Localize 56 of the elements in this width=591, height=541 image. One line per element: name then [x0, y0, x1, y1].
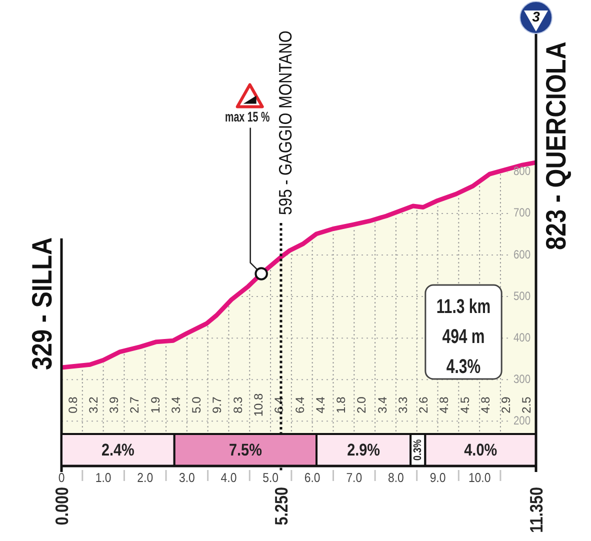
annotation: 4.4 — [313, 396, 328, 414]
annotation: 6.4 — [292, 396, 307, 414]
annotation: 3.4 — [375, 396, 390, 414]
annotation: 1.8 — [334, 396, 348, 414]
x-tick-label: 6.0 — [304, 470, 320, 486]
annotation: 3 — [532, 8, 540, 24]
y-tick-label: 400 — [514, 332, 530, 345]
annotation: 5.250 — [270, 487, 292, 526]
annotation: 3.9 — [107, 396, 122, 414]
x-tick-label: 9.0 — [430, 470, 446, 486]
annotation: 3.2 — [86, 396, 100, 414]
annotation: 2.0 — [354, 396, 369, 414]
x-tick-label: 4.0 — [220, 470, 237, 486]
y-tick-label: 500 — [514, 290, 530, 304]
annotation: 4.8 — [437, 396, 452, 414]
band-label: 2.9% — [347, 440, 380, 460]
annotation: 4.8 — [478, 396, 492, 414]
x-tick-label: 5.0 — [262, 470, 279, 486]
ref-line-label: 329 - SILLA — [26, 237, 58, 370]
y-tick-label: 300 — [514, 373, 530, 386]
annotation: 0.8 — [66, 396, 80, 414]
y-tick-label: 600 — [514, 248, 530, 262]
annotation: 4.3% — [446, 354, 481, 378]
annotation: 2.7 — [128, 396, 142, 414]
band-label: 0.3% — [412, 439, 424, 461]
x-tick-label: 7.0 — [346, 470, 362, 486]
x-tick-label: 1.0 — [95, 470, 112, 486]
x-tick-label: 2.0 — [137, 470, 154, 486]
annotation: 2.5 — [520, 396, 534, 414]
annotation: 3.3 — [396, 396, 410, 414]
annotation: 11.350 — [526, 487, 546, 533]
annotation: 0.000 — [51, 487, 72, 526]
annotation: 10.8 — [251, 393, 266, 417]
annotation: 4.5 — [458, 396, 472, 414]
annotation: max 15 % — [225, 108, 270, 125]
annotation: 11.3 km — [436, 294, 491, 318]
band-label: 4.0% — [464, 440, 498, 460]
band-label: 7.5% — [228, 440, 262, 460]
annotation: 494 m — [442, 324, 485, 348]
band-label: 2.4% — [101, 440, 134, 460]
x-tick-label: 0 — [58, 470, 65, 486]
annotation: 3.4 — [168, 396, 183, 414]
annotation: 2.6 — [416, 396, 431, 414]
annotation: 1.9 — [148, 396, 162, 414]
annotation: 8.3 — [230, 396, 245, 414]
annotation: 5.0 — [190, 396, 204, 414]
y-tick-label: 700 — [514, 207, 530, 220]
y-tick-label: 800 — [514, 166, 530, 178]
annotation: 823 - QUERCIOLA — [540, 42, 572, 250]
x-tick-label: 3.0 — [178, 470, 196, 486]
x-tick-label: 10.0 — [468, 470, 491, 486]
annotation: 9.7 — [210, 396, 224, 414]
x-tick-label: 8.0 — [388, 470, 404, 486]
y-tick-label: 200 — [514, 414, 530, 428]
annotation: 2.9 — [499, 396, 514, 414]
ref-line-label: 595 - GAGGIO MONTANO — [274, 30, 296, 215]
